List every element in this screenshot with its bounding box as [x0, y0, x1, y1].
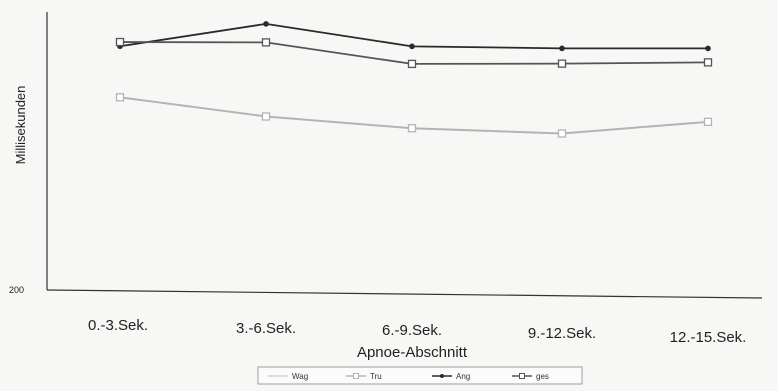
- legend-marker-tru: [353, 373, 359, 379]
- y-axis-label: Millisekunden: [13, 86, 28, 165]
- y-tick-label: 200: [9, 285, 24, 295]
- data-point-ang: [263, 21, 269, 27]
- data-point-ang: [705, 45, 711, 52]
- data-point-tru: [703, 117, 713, 126]
- legend-box: [257, 366, 583, 385]
- data-point-tru: [407, 124, 417, 133]
- data-point-ges: [115, 37, 125, 47]
- legend-items: Wag Tru Ang ges: [268, 372, 549, 381]
- legend: Wag Tru Ang ges: [257, 366, 583, 385]
- data-point-ges: [557, 59, 567, 68]
- legend-marker-ges: [519, 373, 525, 379]
- legend-marker-ang: [440, 374, 444, 378]
- data-point-tru: [557, 129, 567, 138]
- legend-label-tru: Tru: [370, 372, 382, 381]
- x-tick-label: 3.-6.Sek.: [236, 320, 296, 337]
- x-axis: [46, 289, 763, 299]
- x-tick-label: 6.-9.Sek.: [382, 322, 442, 339]
- data-point-ges: [261, 38, 271, 47]
- x-tick-label: 12.-15.Sek.: [670, 329, 747, 346]
- data-point-ges: [703, 58, 713, 67]
- legend-label-wag: Wag: [292, 372, 308, 381]
- data-point-tru: [261, 112, 271, 121]
- data-point-tru: [115, 93, 125, 102]
- legend-label-ges: ges: [536, 372, 549, 381]
- series-layer: [115, 21, 713, 138]
- data-point-ang: [409, 43, 415, 50]
- legend-label-ang: Ang: [456, 372, 470, 381]
- data-point-ang: [559, 45, 565, 52]
- x-axis-label: Apnoe-Abschnitt: [357, 344, 468, 361]
- x-tick-label: 0.-3.Sek.: [88, 317, 148, 334]
- data-point-ges: [407, 59, 417, 69]
- x-tick-label: 9.-12.Sek.: [528, 325, 596, 342]
